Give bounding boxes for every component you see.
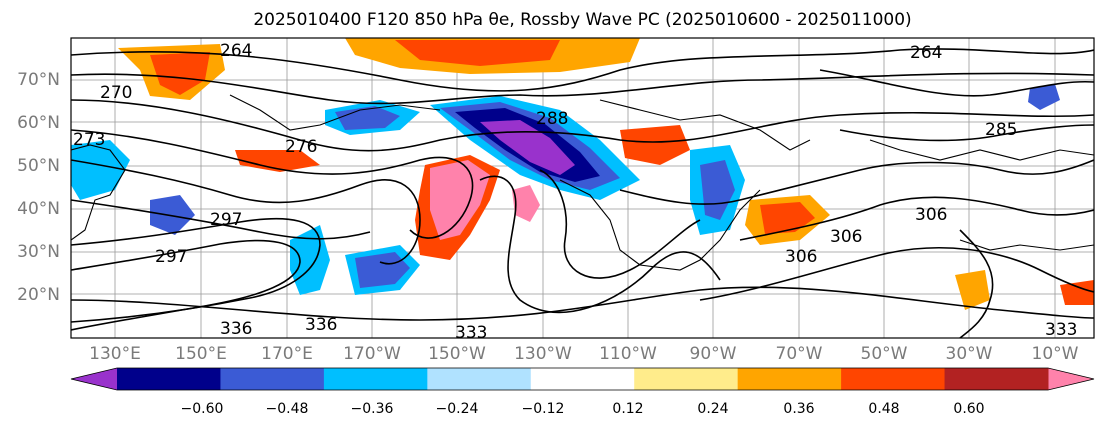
colorbar-tick-label: 0.12 (612, 401, 644, 417)
contour-label: 297 (210, 210, 242, 230)
colorbar-tick-label: 0.24 (697, 401, 729, 417)
shading-positive-atlantic-core (760, 202, 815, 234)
colorbar-tick-label: 0.36 (783, 401, 815, 417)
shading-positive-se-2 (1060, 280, 1094, 305)
contour-label: 285 (985, 120, 1017, 140)
colorbar-segment (427, 368, 532, 390)
shading-positive-greenland (620, 125, 690, 165)
colorbar-outline (70, 367, 1095, 391)
contour-label: 306 (785, 247, 817, 267)
colorbar-tick-label: −0.48 (265, 401, 309, 417)
lat-label-30n: 30°N (17, 242, 60, 262)
map-frame (70, 37, 1095, 339)
lat-label-70n: 70°N (17, 70, 60, 90)
coastlines (71, 94, 1094, 271)
lon-label: 70°W (775, 344, 823, 364)
lon-label: 170°E (261, 344, 313, 364)
lon-label: 170°W (343, 344, 401, 364)
contour-label: 264 (220, 41, 252, 61)
shading-negative-alaska-core (335, 106, 400, 130)
shading-negative-west (71, 140, 130, 200)
colorbar-tick-label: 0.48 (868, 401, 900, 417)
lon-label: 150°E (175, 344, 227, 364)
contour-label: 306 (915, 205, 947, 225)
lon-label: 150°W (428, 344, 486, 364)
lon-label: 50°W (860, 344, 908, 364)
colorbar-tick-label: 0.60 (953, 401, 985, 417)
colorbar-segment (841, 368, 946, 390)
shading-positive-ridge-small (512, 185, 540, 222)
contour-label: 306 (830, 227, 862, 247)
shading-positive-se (955, 270, 990, 310)
anomaly-shading (71, 38, 1094, 310)
colorbar-segment (737, 368, 842, 390)
shading-negative-trough-core (480, 120, 575, 175)
lon-label: 110°W (599, 344, 657, 364)
lon-label: 130°W (514, 344, 572, 364)
shading-negative-ne (1028, 84, 1060, 110)
colorbar-segment (944, 368, 1049, 390)
contour-label: 297 (155, 247, 187, 267)
colorbar-segment (634, 368, 739, 390)
colorbar-tick-label: −0.36 (350, 401, 394, 417)
lon-label: 130°E (89, 344, 141, 364)
shading-positive-mid (235, 150, 320, 172)
colorbar-segment (530, 368, 635, 390)
colorbar-extend-low (71, 368, 117, 390)
colorbar-tick-label: −0.24 (435, 401, 479, 417)
contour-label: 336 (220, 319, 252, 339)
plot-title: 2025010400 F120 850 hPa θe, Rossby Wave … (253, 10, 912, 30)
map-layer: 264 270 273 276 288 285 264 297 297 306 … (71, 38, 1094, 343)
shading-positive-north-core (395, 40, 560, 66)
contour-label: 270 (100, 83, 132, 103)
contour-label: 288 (536, 109, 568, 129)
colorbar-extend-high (1048, 368, 1094, 390)
shading-positive-ridge-core (430, 160, 490, 240)
contour-labels: 264 270 273 276 288 285 264 297 297 306 … (73, 41, 1077, 343)
lon-label: 30°W (945, 344, 993, 364)
theta-e-contours (71, 48, 1094, 338)
lat-label-50n: 50°N (17, 156, 60, 176)
contour-label: 336 (305, 315, 337, 335)
contour-label: 276 (285, 137, 317, 157)
shading-positive-nw-core (150, 52, 210, 95)
shading-negative-atlantic-core (700, 160, 735, 220)
colorbar-segment (220, 368, 325, 390)
contour-label: 333 (455, 323, 487, 343)
lat-label-40n: 40°N (17, 199, 60, 219)
lat-label-60n: 60°N (17, 113, 60, 133)
shading-negative-west-2 (150, 195, 195, 235)
colorbar-segment (323, 368, 428, 390)
contour-label: 273 (73, 130, 105, 150)
lon-label: 10°W (1031, 344, 1079, 364)
lon-label: 90°W (689, 344, 737, 364)
colorbar-tick-label: −0.12 (521, 401, 565, 417)
colorbar (70, 367, 1095, 391)
lat-label-20n: 20°N (17, 285, 60, 305)
colorbar-segment (117, 368, 221, 390)
contour-label: 264 (910, 43, 942, 63)
colorbar-tick-label: −0.60 (180, 401, 224, 417)
shading-negative-pacific-2-core (355, 252, 410, 288)
contour-label: 333 (1045, 320, 1077, 340)
